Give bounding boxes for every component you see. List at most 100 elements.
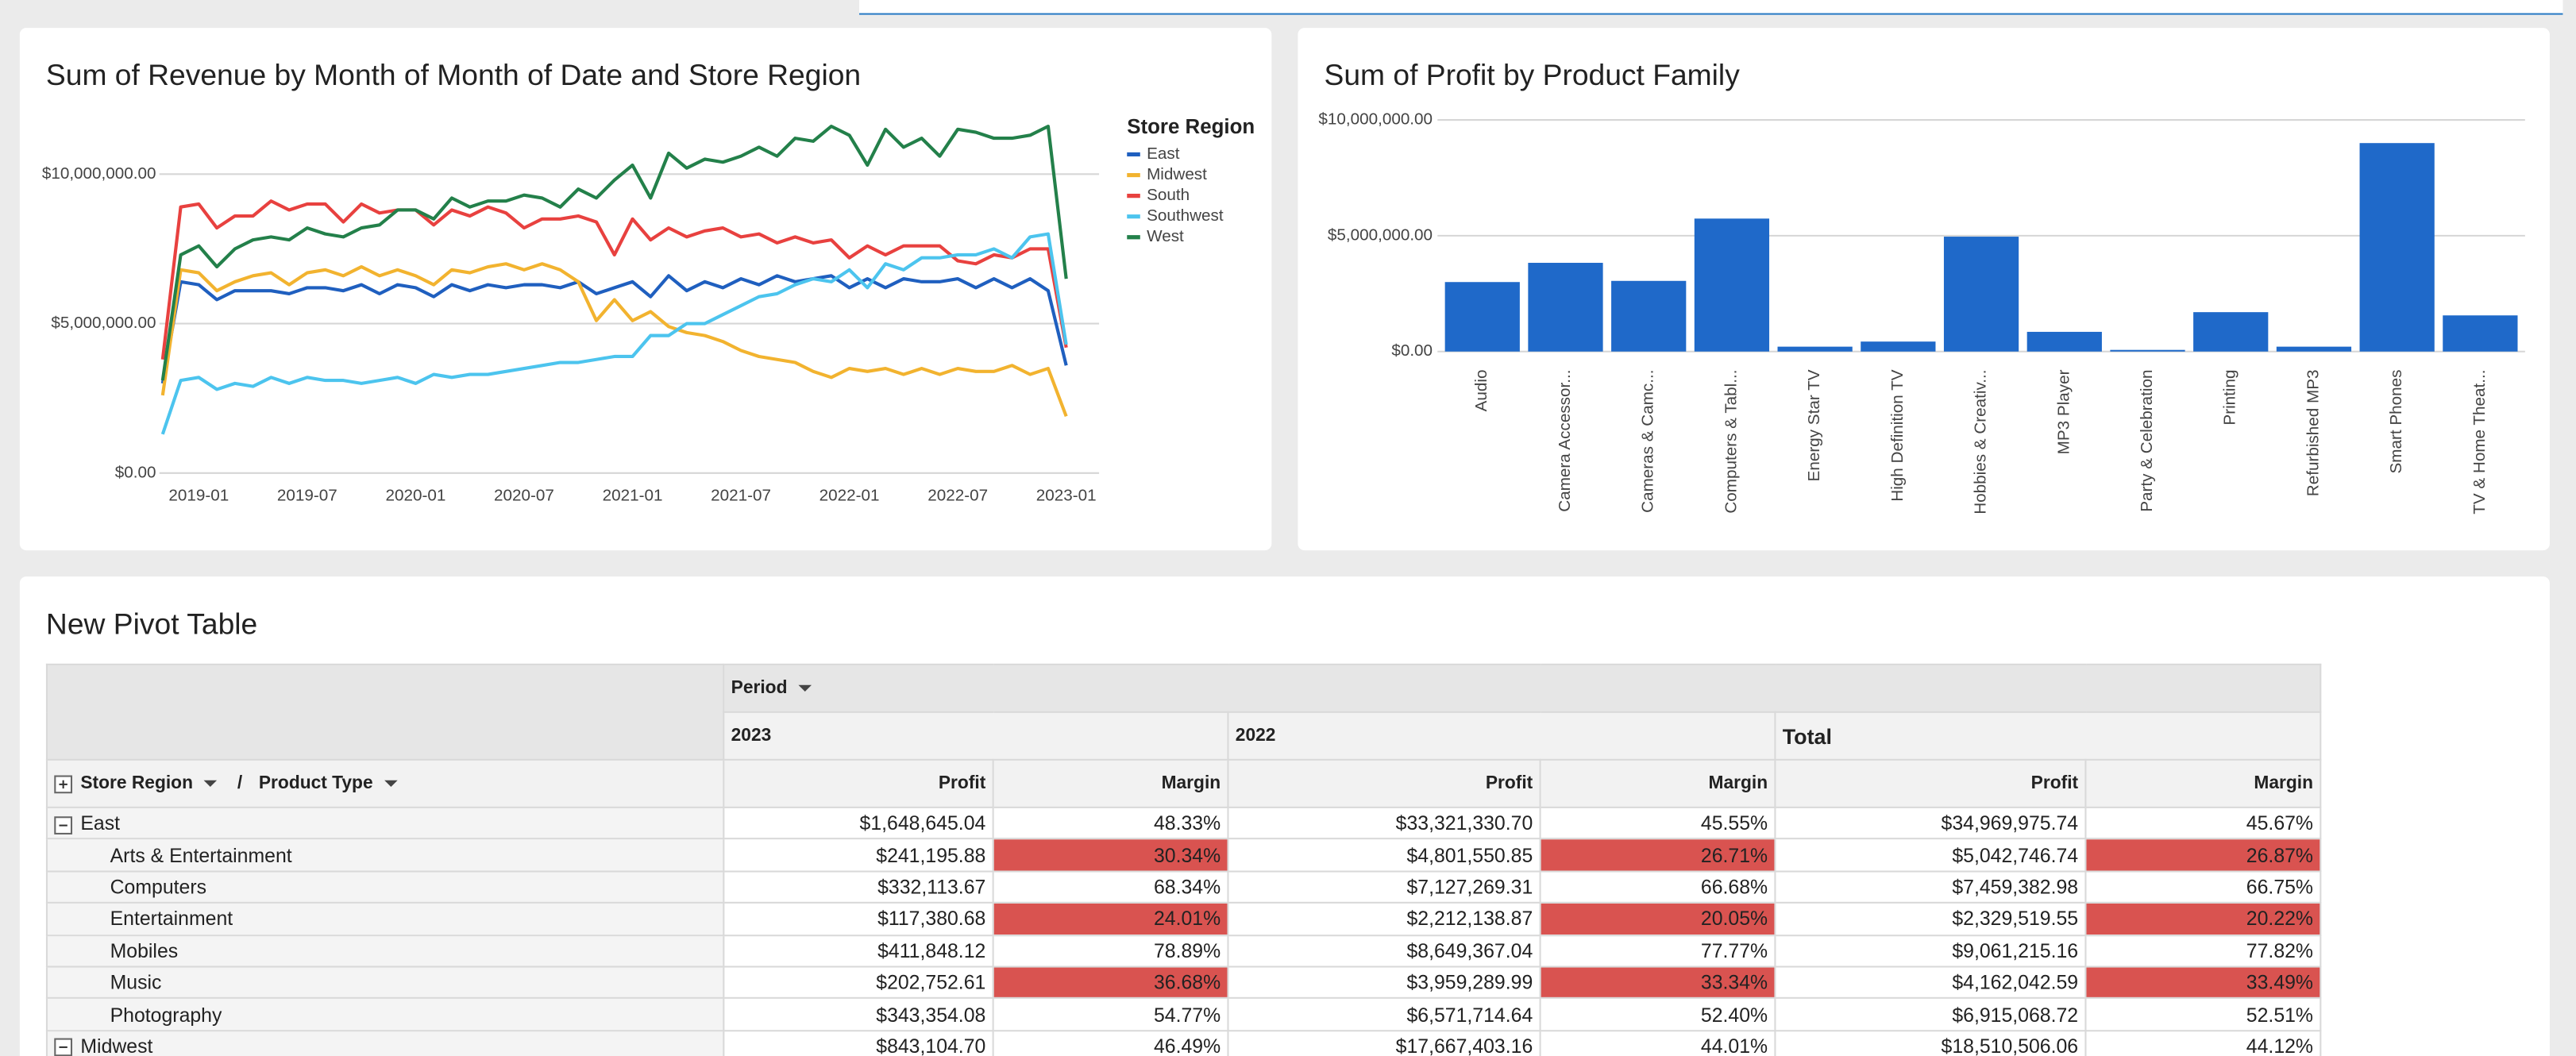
period-header: 2022 (1227, 711, 1776, 761)
bar-chart: Sum of Profit by Product Family $0.00 $5,… (1318, 58, 2525, 515)
x-tick-label: Cameras & Camc... (1639, 369, 1657, 512)
separator: / (237, 773, 243, 794)
value-cell: $117,380.68 (723, 902, 994, 936)
value-cell: 77.82% (2084, 934, 2322, 968)
row-header: Entertainment (45, 902, 725, 936)
x-tick-label: 2020-07 (494, 486, 554, 504)
row-header: Arts & Entertainment (45, 838, 725, 873)
row-label: Midwest (80, 1035, 153, 1056)
data-row: Computers $332,113.67 68.34% $7,127,269.31 6… (45, 870, 2322, 904)
value-cell: 20.22% (2084, 902, 2322, 936)
row-field: Product Type (258, 773, 373, 794)
value-cell: 45.67% (2084, 806, 2322, 841)
value-cell: 30.34% (992, 838, 1229, 873)
value-cell: 33.49% (2084, 965, 2322, 1000)
x-tick-label: Computers & Tabl... (1722, 369, 1740, 513)
value-cell: 45.55% (1539, 806, 1776, 841)
header-row: Period (45, 663, 2322, 761)
data-row: Photography $343,354.08 54.77% $6,571,714.6… (45, 997, 2322, 1031)
x-tick-label: Energy Star TV (1805, 369, 1823, 481)
period-row: 2023 2022 Total (47, 711, 2322, 761)
x-tick-label: Refurbished MP3 (2304, 369, 2322, 496)
bar (1943, 237, 2019, 352)
row-header: Photography (45, 997, 725, 1031)
measure-header: Margin (1539, 758, 1776, 808)
value-cell: $2,212,138.87 (1227, 902, 1541, 936)
value-cell: 26.71% (1539, 838, 1776, 873)
value-cell: 66.68% (1539, 870, 1776, 904)
value-cell: $343,354.08 (723, 997, 994, 1031)
expand-all[interactable] (54, 774, 73, 793)
legend-label: South (1147, 186, 1190, 204)
value-cell: $18,510,506.06 (1774, 1029, 2087, 1056)
data-row: East $1,648,645.04 48.33% $33,321,330.70 45.… (45, 806, 2322, 841)
search-box[interactable] (859, 0, 2563, 15)
bar (2026, 331, 2102, 352)
pivot-panel: New Pivot Table Period 2023 2022 Total Sto… (19, 576, 2550, 1056)
y-tick-label: $10,000,000.00 (1318, 110, 1433, 128)
value-cell: $411,848.12 (723, 934, 994, 968)
x-tick-label: Smart Phones (2387, 369, 2405, 473)
x-tick-label: 2022-07 (927, 486, 988, 504)
series-line (160, 274, 1068, 384)
y-tick-label: $5,000,000.00 (1328, 225, 1433, 244)
legend-title: Store Region (1127, 116, 1255, 138)
bar-chart-panel: Sum of Profit by Product Family $0.00 $5,… (1298, 28, 2550, 551)
x-tick-label: 2021-01 (603, 486, 663, 504)
dropdown-caret[interactable] (204, 780, 218, 788)
data-row: Mobiles $411,848.12 78.89% $8,649,367.04 77.… (45, 934, 2322, 968)
column-field[interactable]: Period (723, 663, 2322, 713)
value-cell: 68.34% (992, 870, 1229, 904)
row-label: Entertainment (110, 907, 233, 931)
dropdown-caret[interactable] (798, 684, 812, 692)
series-line (160, 262, 1068, 418)
pivot-table: Period 2023 2022 Total Store Region / Produc… (45, 663, 2322, 1056)
row-label: East (80, 811, 121, 835)
bar (2193, 312, 2269, 352)
measure-row: Store Region / Product Type Profit Margin Pr… (45, 758, 2322, 808)
value-cell: 44.12% (2084, 1029, 2322, 1056)
value-cell: $4,162,042.59 (1774, 965, 2087, 1000)
x-tick-label: High Definition TV (1888, 369, 1907, 501)
bar (1777, 346, 1853, 352)
value-cell: 78.89% (992, 934, 1229, 968)
value-cell: $241,195.88 (723, 838, 994, 873)
bar (2359, 143, 2435, 352)
dropdown-caret[interactable] (384, 780, 398, 788)
value-cell: $1,648,645.04 (723, 806, 994, 841)
legend-label: East (1147, 145, 1180, 163)
x-tick-label: 2019-01 (168, 486, 229, 504)
period-header: 2023 (723, 711, 1229, 761)
value-cell: $4,801,550.85 (1227, 838, 1541, 873)
value-cell: $7,459,382.98 (1774, 870, 2087, 904)
line-chart: Sum of Revenue by Month of Month of Date… (42, 58, 1255, 504)
legend-label: West (1147, 227, 1184, 245)
x-tick-label: 2022-01 (819, 486, 880, 504)
value-cell: 54.77% (992, 997, 1229, 1031)
value-cell: $332,113.67 (723, 870, 994, 904)
bar (1694, 218, 1770, 352)
value-cell: $6,571,714.64 (1227, 997, 1541, 1031)
pivot-title: New Pivot Table (45, 607, 258, 641)
collapse-toggle[interactable] (54, 1039, 73, 1056)
row-label: Mobiles (110, 938, 179, 962)
data-row: Entertainment $117,380.68 24.01% $2,212,138… (45, 902, 2322, 936)
x-tick-label: 2020-01 (385, 486, 445, 504)
legend-label: Southwest (1147, 206, 1224, 225)
x-tick-label: 2021-07 (711, 486, 771, 504)
value-cell: $9,061,215.16 (1774, 934, 2087, 968)
data-row: Arts & Entertainment $241,195.88 30.34% $4,… (45, 838, 2322, 873)
value-cell: 77.77% (1539, 934, 1776, 968)
series-line (160, 199, 1068, 360)
row-label: Photography (110, 1003, 222, 1027)
x-tick-label: Camera Accessor... (1556, 369, 1574, 511)
x-tick-label: Audio (1472, 369, 1490, 411)
period-header: Total (1774, 711, 2322, 761)
x-tick-label: 2019-07 (277, 486, 337, 504)
data-row: Midwest $843,104.70 46.49% $17,667,403.16 44… (45, 1029, 2322, 1056)
y-tick-label: $5,000,000.00 (51, 314, 156, 332)
period-label: Total (1782, 723, 1832, 749)
collapse-toggle[interactable] (54, 815, 73, 834)
value-cell: 20.05% (1539, 902, 1776, 936)
